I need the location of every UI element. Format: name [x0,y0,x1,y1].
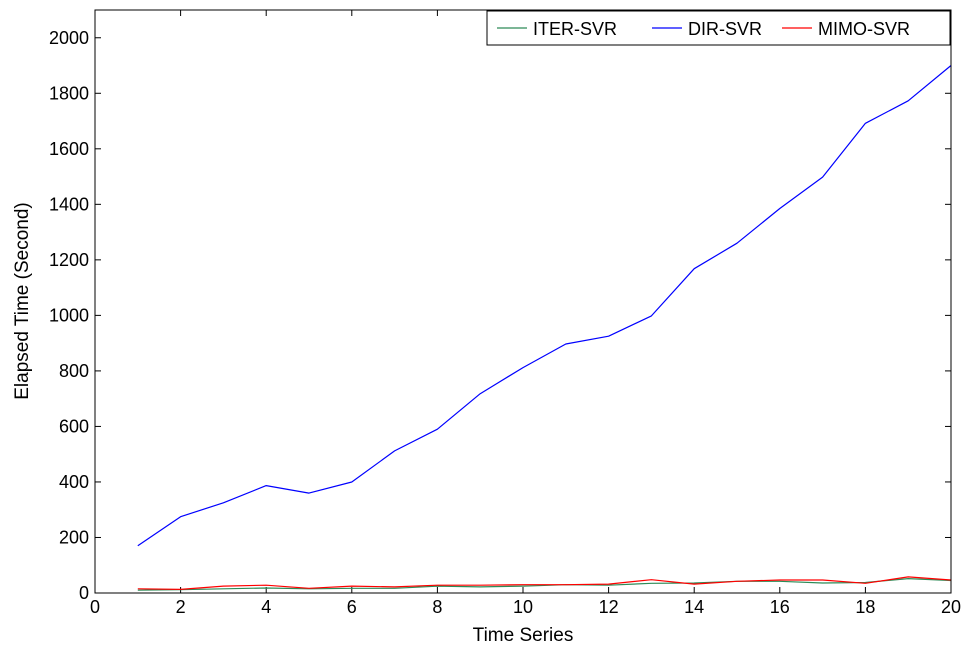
legend-label: ITER-SVR [533,19,617,39]
legend: ITER-SVR DIR-SVR MIMO-SVR [486,10,951,46]
series-lines [137,65,952,591]
y-tick-label: 400 [59,472,89,492]
series-line-dir-svr [137,65,952,547]
x-tick-label: 16 [770,597,790,617]
y-tick-label: 1800 [49,83,89,103]
x-tick-label: 4 [261,597,271,617]
y-tick-label: 0 [79,583,89,603]
series-line-iter-svr [137,577,952,591]
x-axis-title: Time Series [473,625,574,646]
x-tick-label: 20 [941,597,961,617]
x-tick-label: 12 [599,597,619,617]
y-tick-label: 200 [59,527,89,547]
legend-label: DIR-SVR [688,19,762,39]
legend-box [486,10,951,46]
x-tick-label: 10 [513,597,533,617]
y-tick-label: 1000 [49,305,89,325]
y-tick-label: 600 [59,416,89,436]
y-tick-label: 1200 [49,250,89,270]
x-tick-label: 14 [684,597,704,617]
x-tick-label: 2 [176,597,186,617]
y-axis-title: Elapsed Time (Second) [12,202,33,400]
plot-frame [94,9,952,594]
tick-labels: 0 2 4 6 8 10 12 14 16 18 2002004006008001000120014… [49,28,961,617]
y-tick-label: 1600 [49,139,89,159]
legend-label: MIMO-SVR [818,19,910,39]
x-tick-label: 0 [90,597,100,617]
x-tick-label: 8 [432,597,442,617]
x-tick-label: 6 [347,597,357,617]
y-tick-label: 800 [59,361,89,381]
x-tick-label: 18 [855,597,875,617]
series-line-mimo-svr [137,576,952,591]
y-tick-label: 2000 [49,28,89,48]
y-tick-label: 1400 [49,194,89,214]
plot-area [95,10,951,593]
